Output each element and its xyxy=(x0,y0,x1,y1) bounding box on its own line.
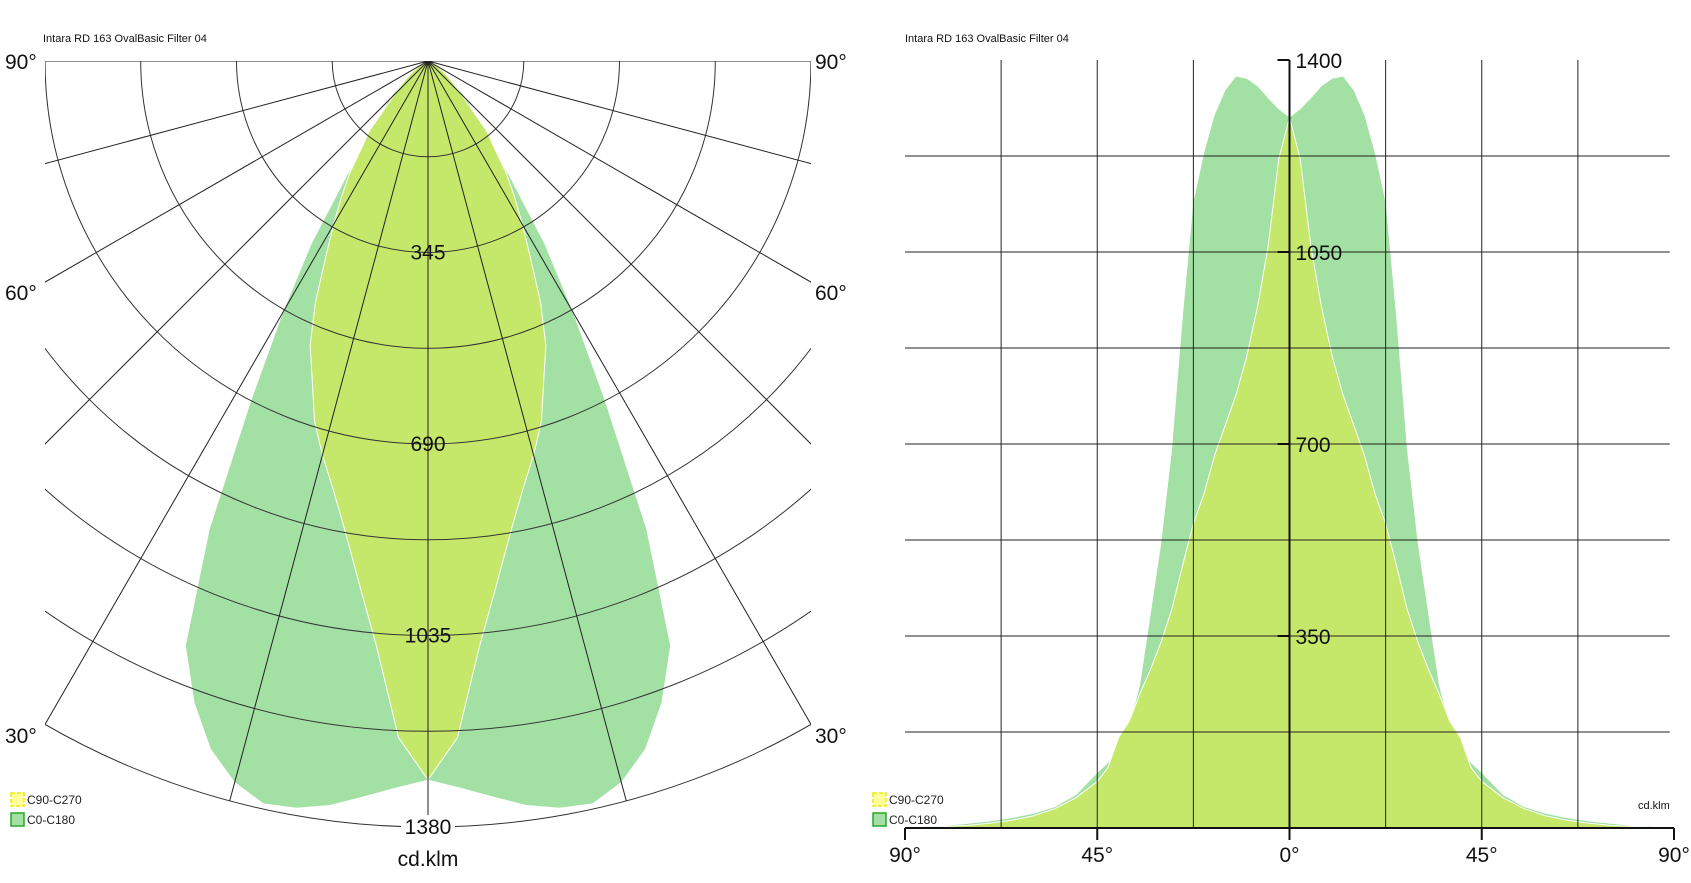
polar-ring-label: 690 xyxy=(410,433,445,456)
linear-x-tick-label: 45° xyxy=(1081,844,1113,867)
linear-title: Intara RD 163 OvalBasic Filter 04 xyxy=(905,33,1069,45)
polar-angle-label-left-30: 30° xyxy=(5,725,37,748)
polar-ring-label: 1380 xyxy=(405,816,452,839)
legend-label-c0-c180: C0-C180 xyxy=(889,813,937,827)
legend-label-c90-c270: C90-C270 xyxy=(889,793,944,807)
linear-x-tick-label: 90° xyxy=(1658,844,1690,867)
legend-label-c90-c270: C90-C270 xyxy=(27,793,82,807)
polar-angle-label-left-60: 60° xyxy=(5,282,37,305)
polar-angle-label-right-90: 90° xyxy=(815,51,847,74)
linear-y-tick-label: 700 xyxy=(1296,434,1331,457)
linear-chart: Intara RD 163 OvalBasic Filter 04 1400 10… xyxy=(872,33,1690,867)
linear-unit-label: cd.klm xyxy=(1638,800,1670,812)
linear-x-tick-label: 45° xyxy=(1466,844,1498,867)
polar-legend: C90-C270 C0-C180 xyxy=(10,792,82,827)
polar-ring-label-bg xyxy=(401,815,455,839)
polar-title: Intara RD 163 OvalBasic Filter 04 xyxy=(43,33,207,45)
linear-y-tick-label: 1050 xyxy=(1296,242,1343,265)
polar-angle-label-left-90: 90° xyxy=(5,51,37,74)
polar-spoke xyxy=(427,61,811,603)
legend-label-c0-c180: C0-C180 xyxy=(27,813,75,827)
linear-legend: C90-C270 C0-C180 xyxy=(872,792,944,827)
polar-spoke xyxy=(229,61,429,802)
polar-spoke xyxy=(45,61,429,725)
polar-spoke xyxy=(45,61,429,445)
polar-spoke xyxy=(427,61,811,725)
polar-spoke xyxy=(427,61,627,802)
polar-angle-label-right-30: 30° xyxy=(815,725,847,748)
polar-ring-label: 1035 xyxy=(405,625,452,648)
polar-unit-label: cd.klm xyxy=(398,848,459,871)
linear-y-tick-label: 350 xyxy=(1296,626,1331,649)
polar-angle-label-right-60: 60° xyxy=(815,282,847,305)
linear-x-tick-label: 90° xyxy=(889,844,921,867)
legend-swatch-c0-c180 xyxy=(872,812,887,827)
linear-y-tick-label: 1400 xyxy=(1296,50,1343,73)
polar-ring-label: 345 xyxy=(410,242,445,265)
polar-spoke xyxy=(427,61,811,260)
polar-chart: Intara RD 163 OvalBasic Filter 04 345 690… xyxy=(5,33,847,871)
legend-swatch-c90-c270 xyxy=(10,792,25,807)
legend-swatch-c0-c180 xyxy=(10,812,25,827)
linear-x-tick-label: 0° xyxy=(1279,844,1299,867)
polar-spoke xyxy=(45,61,429,260)
legend-swatch-c90-c270 xyxy=(872,792,887,807)
polar-spoke xyxy=(427,61,811,445)
polar-spoke xyxy=(45,61,429,603)
